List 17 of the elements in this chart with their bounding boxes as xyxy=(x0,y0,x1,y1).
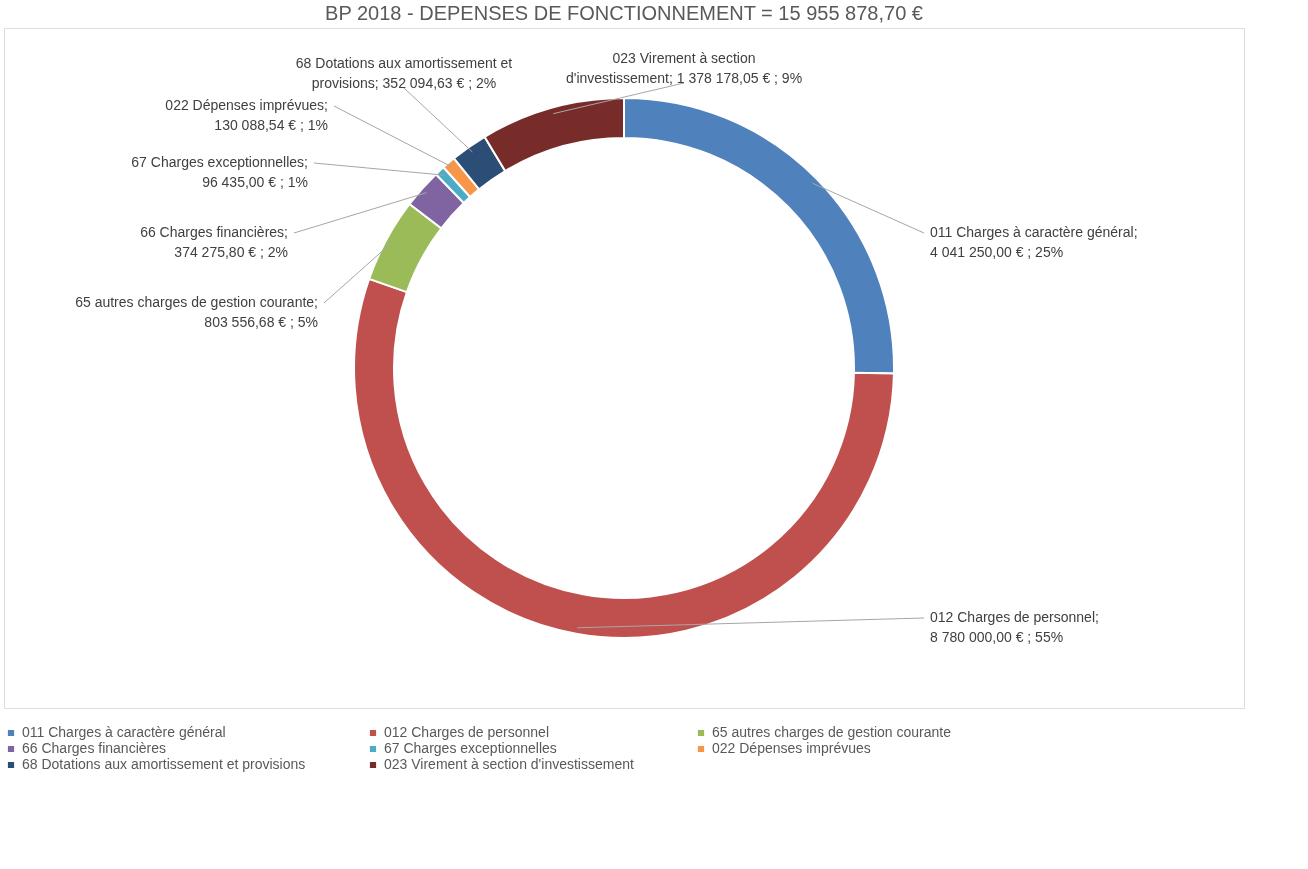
data-label: 011 Charges à caractère général; 4 041 250,00 € ; 25% xyxy=(930,224,1138,260)
data-label: 022 Dépenses imprévues; 130 088,54 € ; 1% xyxy=(165,97,328,133)
chart-title: BP 2018 - DEPENSES DE FONCTIONNEMENT = 15 955 878,70 € xyxy=(325,2,923,24)
legend-label: 67 Charges exceptionnelles xyxy=(384,740,557,756)
legend-label: 011 Charges à caractère général xyxy=(22,724,226,740)
legend-label: 023 Virement à section d'investissement xyxy=(384,756,634,772)
legend-label: 022 Dépenses imprévues xyxy=(712,740,871,756)
data-label: 65 autres charges de gestion courante; 803 556,68 € ; 5% xyxy=(75,294,318,330)
data-label: 67 Charges exceptionnelles; 96 435,00 € ; 1% xyxy=(131,154,308,190)
legend-label: 68 Dotations aux amortissement et provisions xyxy=(22,756,306,772)
data-label: 68 Dotations aux amortissement et provisions; 352 094,63 € ; 2% xyxy=(295,55,513,91)
legend-label: 012 Charges de personnel xyxy=(384,724,550,740)
data-label: 023 Virement à section d'investissement; 1 378 178,05 € ; 9% xyxy=(565,50,803,86)
data-label: 66 Charges financières; 374 275,80 € ; 2% xyxy=(140,224,288,260)
legend-label: 65 autres charges de gestion courante xyxy=(712,724,952,740)
legend-label: 66 Charges financières xyxy=(22,740,166,756)
data-label: 012 Charges de personnel; 8 780 000,00 € ; 55% xyxy=(930,609,1099,645)
